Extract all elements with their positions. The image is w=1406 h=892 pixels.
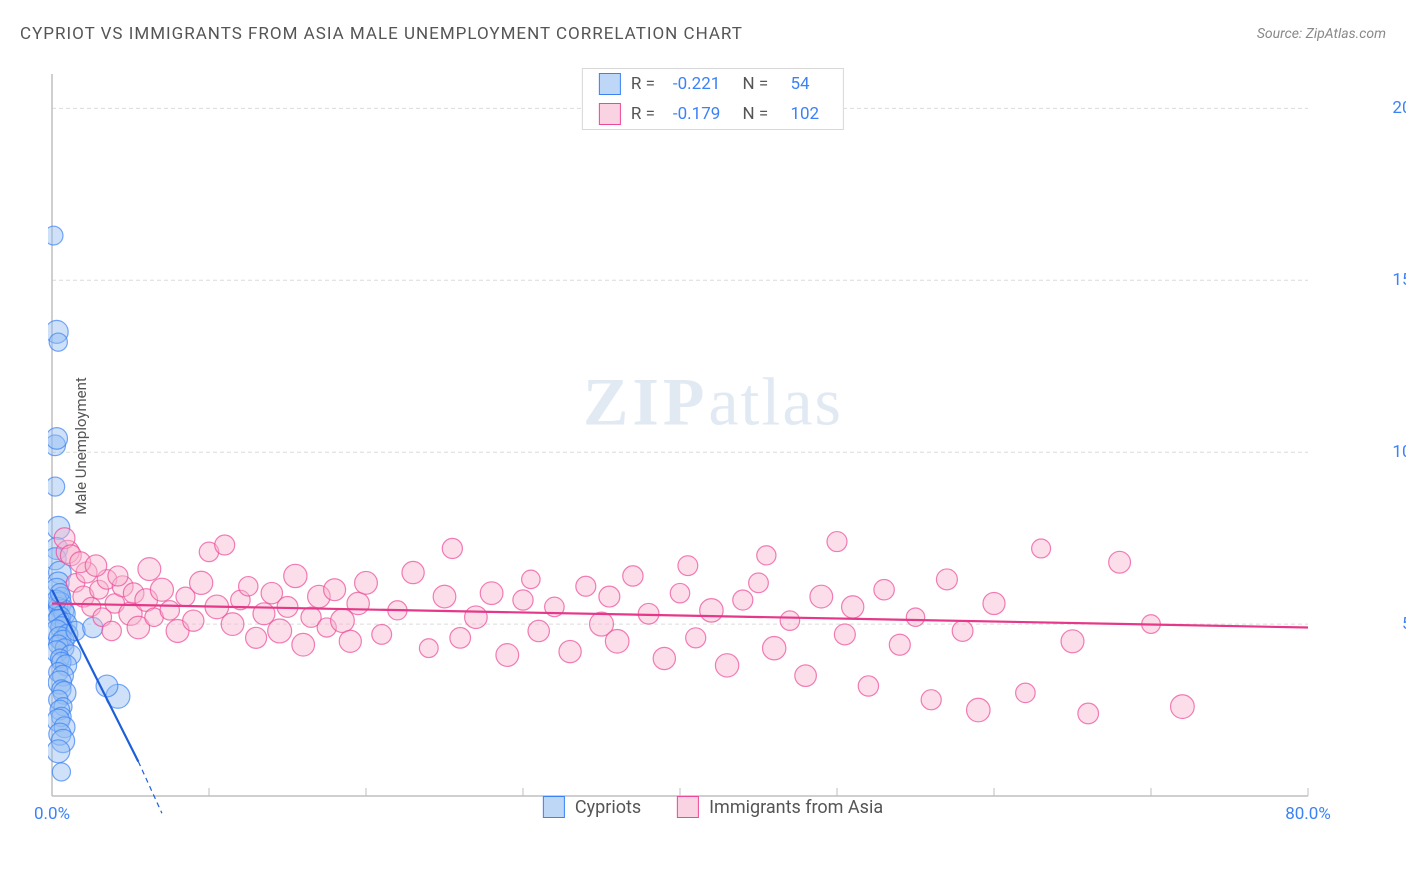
n-value: 102 xyxy=(786,104,819,124)
title-bar: CYPRIOT VS IMMIGRANTS FROM ASIA MALE UNE… xyxy=(20,24,1386,44)
y-tick-label: 10.0% xyxy=(1392,442,1406,462)
correlation-legend: R = -0.221 N = 54 R = -0.179 N = 102 xyxy=(582,68,844,130)
r-value: -0.179 xyxy=(673,104,720,124)
y-tick-label: 5.0% xyxy=(1402,614,1406,634)
series-legend: Cypriots Immigrants from Asia xyxy=(543,796,883,818)
correlation-legend-row: R = -0.221 N = 54 xyxy=(583,69,843,99)
series-legend-label: Immigrants from Asia xyxy=(709,797,883,818)
n-label: N = xyxy=(738,74,768,94)
series-legend-item: Immigrants from Asia xyxy=(677,796,883,818)
y-tick-label: 20.0% xyxy=(1392,98,1406,118)
scatter-chart xyxy=(48,68,1378,826)
series-legend-label: Cypriots xyxy=(575,797,641,818)
plot-area: R =-0.221 N = 54R =-0.179 N = 102 ZIPatl… xyxy=(48,68,1378,826)
x-tick-label: 80.0% xyxy=(1285,804,1331,824)
correlation-legend-row: R = -0.179 N = 102 xyxy=(583,99,843,129)
y-tick-label: 15.0% xyxy=(1392,270,1406,290)
r-value: -0.221 xyxy=(673,74,720,94)
legend-swatch xyxy=(599,73,621,95)
source-attribution: Source: ZipAtlas.com xyxy=(1257,26,1386,42)
x-tick-label: 0.0% xyxy=(34,804,70,824)
n-label: N = xyxy=(738,104,768,124)
n-value: 54 xyxy=(786,74,809,94)
series-legend-item: Cypriots xyxy=(543,796,641,818)
r-label: R = xyxy=(631,74,655,94)
legend-swatch xyxy=(677,796,699,818)
chart-title: CYPRIOT VS IMMIGRANTS FROM ASIA MALE UNE… xyxy=(20,24,743,44)
legend-swatch xyxy=(599,103,621,125)
legend-swatch xyxy=(543,796,565,818)
r-label: R = xyxy=(631,104,655,124)
